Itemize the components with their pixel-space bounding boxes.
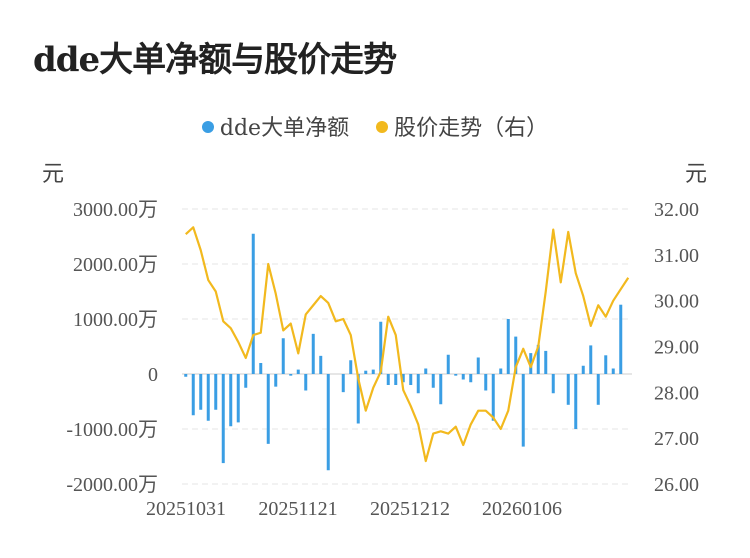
dde-bar <box>341 374 345 393</box>
dde-bar <box>499 368 503 374</box>
left-tick-label: 0 <box>148 364 158 386</box>
dde-bar <box>484 374 488 391</box>
legend-item-price[interactable]: 股价走势（右） <box>376 110 548 142</box>
dde-bar <box>544 350 548 374</box>
dde-bar <box>461 374 465 380</box>
dde-bar <box>199 374 203 410</box>
legend-label-dde: dde大单净额 <box>219 116 350 141</box>
dde-bar <box>394 374 398 385</box>
right-tick-label: 28.00 <box>654 382 699 404</box>
dde-bar <box>319 355 323 374</box>
dde-bar <box>274 374 278 387</box>
dde-bar <box>206 374 210 421</box>
dde-bar <box>386 374 390 385</box>
dde-bar <box>191 374 195 416</box>
dde-bar <box>416 374 420 394</box>
left-tick-label: -2000.00万 <box>66 474 158 496</box>
dde-bar <box>619 304 623 374</box>
dde-bar <box>476 357 480 374</box>
left-axis-ticks: 3000.00万 2000.00万 1000.00万 0 -1000.00万 -2000.… <box>66 199 158 496</box>
dde-bar <box>506 319 510 374</box>
dde-bar <box>304 374 308 391</box>
chart-title: dde大单净额与股价走势 <box>33 40 397 80</box>
right-tick-label: 26.00 <box>654 474 699 496</box>
dde-bar <box>401 374 405 383</box>
dde-bar <box>514 336 518 374</box>
left-tick-label: -1000.00万 <box>66 419 158 441</box>
legend: dde大单净额 股价走势（右） <box>0 110 750 142</box>
dde-bar <box>574 374 578 429</box>
dde-bar <box>521 374 525 447</box>
dde-bar <box>491 374 495 421</box>
dde-bar <box>431 374 435 388</box>
dde-bar <box>296 369 300 374</box>
dde-bar <box>446 354 450 374</box>
dde-bar <box>229 374 233 427</box>
price-line <box>185 226 630 463</box>
dde-bar <box>326 374 330 471</box>
x-tick-label: 20251031 <box>146 498 226 520</box>
left-tick-label: 1000.00万 <box>73 309 158 331</box>
legend-dot-price <box>376 121 389 133</box>
dde-bar <box>409 374 413 385</box>
dde-bar <box>259 363 263 374</box>
dde-bar <box>589 345 593 374</box>
right-tick-label: 29.00 <box>654 337 699 359</box>
right-axis-unit: 元 <box>685 162 708 187</box>
legend-item-dde[interactable]: dde大单净额 <box>201 110 350 142</box>
dde-bar <box>371 369 375 374</box>
legend-dot-dde <box>201 121 214 133</box>
right-axis-ticks: 32.00 31.00 30.00 29.00 28.00 27.00 26.00 <box>654 199 699 496</box>
dde-bar <box>251 233 255 374</box>
dde-bar <box>281 338 285 374</box>
dde-bar <box>289 374 293 376</box>
dde-bar <box>566 374 570 405</box>
dde-bar <box>529 353 533 374</box>
dde-bar <box>214 374 218 410</box>
x-tick-label: 20260106 <box>482 498 562 520</box>
dde-bar <box>551 374 555 394</box>
dde-bar <box>244 374 248 388</box>
right-tick-label: 27.00 <box>654 428 699 450</box>
dde-bar <box>611 368 615 374</box>
dde-bar <box>454 374 458 376</box>
dde-bar <box>356 374 360 424</box>
grid-lines <box>182 208 632 485</box>
right-tick-label: 32.00 <box>654 199 699 221</box>
dde-bar <box>604 355 608 374</box>
dde-bar <box>236 374 240 423</box>
left-tick-label: 2000.00万 <box>73 254 158 276</box>
right-tick-label: 30.00 <box>654 291 699 313</box>
dde-bar <box>469 374 473 383</box>
dde-bar <box>184 374 188 377</box>
dde-bar <box>349 360 353 374</box>
bar-series <box>184 233 623 471</box>
dde-bar <box>221 374 225 464</box>
dde-bar <box>581 365 585 374</box>
dde-bar <box>379 321 383 374</box>
dde-bar <box>596 374 600 405</box>
dde-bar <box>439 374 443 405</box>
x-tick-label: 20251121 <box>258 498 337 520</box>
line-series <box>185 226 630 463</box>
left-tick-label: 3000.00万 <box>73 199 158 221</box>
x-tick-label: 20251212 <box>370 498 450 520</box>
dde-bar <box>424 368 428 374</box>
dde-bar <box>364 370 368 374</box>
dde-bar <box>266 374 270 444</box>
x-axis-ticks: 20251031 20251121 20251212 20260106 <box>146 498 562 520</box>
dde-bar <box>536 344 540 374</box>
dde-bar <box>311 333 315 374</box>
legend-label-price: 股价走势（右） <box>394 116 549 141</box>
right-tick-label: 31.00 <box>654 245 699 267</box>
left-axis-unit: 元 <box>42 162 65 187</box>
